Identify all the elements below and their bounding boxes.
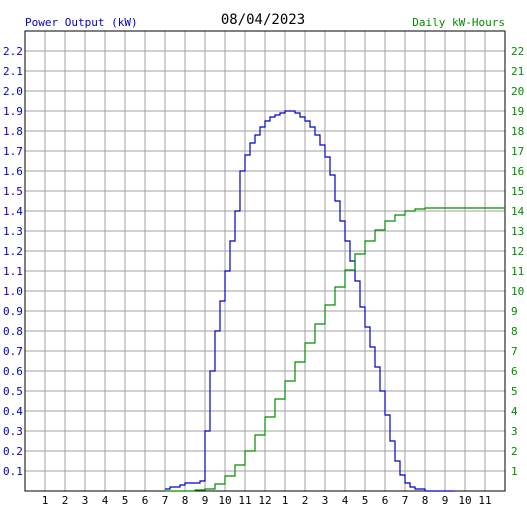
x-tick-label: 3 (82, 494, 89, 507)
x-tick-label: 1 (282, 494, 289, 507)
x-tick-label: 2 (302, 494, 309, 507)
left-tick-label: 0.6 (3, 365, 23, 378)
x-tick-label: 6 (142, 494, 149, 507)
chart-title: 08/04/2023 (221, 12, 305, 28)
x-tick-label: 8 (422, 494, 429, 507)
right-tick-label: 18 (511, 125, 524, 138)
right-tick-label: 2 (511, 445, 518, 458)
right-tick-label: 1 (511, 465, 518, 478)
left-tick-label: 1.4 (3, 205, 23, 218)
x-tick-label: 7 (162, 494, 169, 507)
right-tick-label: 22 (511, 45, 524, 58)
x-tick-label: 5 (122, 494, 129, 507)
left-tick-label: 1.1 (3, 265, 23, 278)
x-tick-label: 10 (218, 494, 231, 507)
left-tick-label: 0.7 (3, 345, 23, 358)
right-tick-label: 10 (511, 285, 524, 298)
right-tick-label: 9 (511, 305, 518, 318)
left-tick-label: 0.5 (3, 385, 23, 398)
left-tick-label: 1.6 (3, 165, 23, 178)
right-tick-label: 20 (511, 85, 524, 98)
x-tick-label: 7 (402, 494, 409, 507)
x-tick-label: 8 (182, 494, 189, 507)
x-tick-label: 2 (62, 494, 69, 507)
plot-border (24, 30, 506, 492)
left-tick-label: 1.3 (3, 225, 23, 238)
x-tick-label: 1 (42, 494, 49, 507)
right-tick-label: 12 (511, 245, 524, 258)
left-tick-label: 0.8 (3, 325, 23, 338)
left-axis-label: Power Output (kW) (25, 16, 138, 29)
right-tick-label: 16 (511, 165, 524, 178)
right-tick-label: 19 (511, 105, 524, 118)
left-tick-label: 2.2 (3, 45, 23, 58)
left-tick-label: 2.1 (3, 65, 23, 78)
tick-labels: 1 2 3 4 5 6 7 8 9 10 11 12 1 2 3 4 5 6 7 8 9 10 110.10.20.30.4… (3, 45, 525, 507)
right-tick-label: 14 (511, 205, 525, 218)
left-tick-label: 1.0 (3, 285, 23, 298)
left-tick-label: 1.8 (3, 125, 23, 138)
right-tick-label: 7 (511, 345, 518, 358)
x-tick-label: 9 (202, 494, 209, 507)
left-tick-label: 0.4 (3, 405, 23, 418)
x-tick-label: 5 (362, 494, 369, 507)
x-tick-label: 11 (238, 494, 251, 507)
x-tick-label: 11 (478, 494, 491, 507)
left-tick-label: 0.2 (3, 445, 23, 458)
right-axis-label: Daily kW-Hours (412, 16, 505, 29)
x-tick-label: 4 (342, 494, 349, 507)
x-tick-label: 9 (442, 494, 449, 507)
left-tick-label: 1.7 (3, 145, 23, 158)
x-tick-label: 3 (322, 494, 329, 507)
right-tick-label: 15 (511, 185, 524, 198)
right-tick-label: 17 (511, 145, 524, 158)
series-layer (165, 110, 505, 492)
right-tick-label: 4 (511, 405, 518, 418)
left-tick-label: 2.0 (3, 85, 23, 98)
right-tick-label: 6 (511, 365, 518, 378)
left-tick-label: 1.9 (3, 105, 23, 118)
left-tick-label: 0.9 (3, 305, 23, 318)
right-tick-label: 21 (511, 65, 524, 78)
left-tick-label: 0.3 (3, 425, 23, 438)
right-tick-label: 11 (511, 265, 524, 278)
right-tick-label: 13 (511, 225, 524, 238)
left-tick-label: 0.1 (3, 465, 23, 478)
x-tick-label: 6 (382, 494, 389, 507)
grid-lines (25, 31, 505, 491)
left-tick-label: 1.2 (3, 245, 23, 258)
right-tick-label: 5 (511, 385, 518, 398)
right-tick-label: 3 (511, 425, 518, 438)
x-tick-label: 12 (258, 494, 271, 507)
series-line-power-output (165, 110, 455, 492)
x-tick-label: 10 (458, 494, 471, 507)
right-tick-label: 8 (511, 325, 518, 338)
x-tick-label: 4 (102, 494, 109, 507)
series-line-daily-energy (165, 207, 505, 492)
left-tick-label: 1.5 (3, 185, 23, 198)
